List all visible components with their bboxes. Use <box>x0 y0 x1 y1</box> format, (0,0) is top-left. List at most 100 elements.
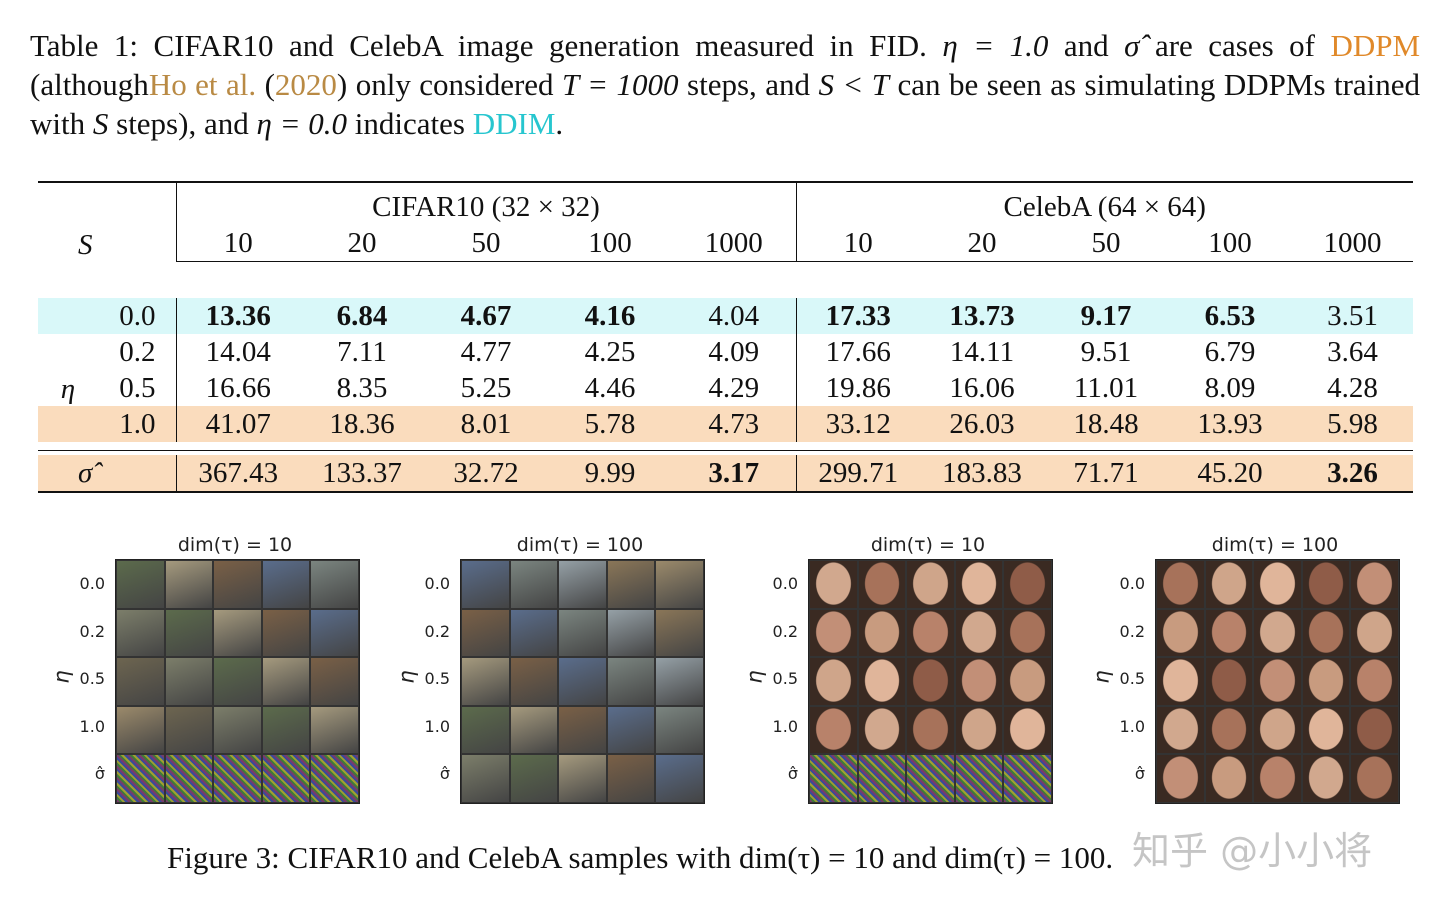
eta-value: 0.0 <box>98 298 176 334</box>
caption-end: . <box>555 106 564 141</box>
panel-row-label: 0.2 <box>1119 621 1145 641</box>
panel-row-label: 0.5 <box>1119 669 1145 688</box>
fid-row-sigma: σ̂ 367.43 133.37 32.72 9.99 3.17 299.71 183.83 7… <box>38 455 1413 493</box>
sample-image <box>461 657 510 706</box>
sample-grid <box>808 559 1053 804</box>
caption-steps2: steps), and <box>116 106 249 141</box>
panel-row-label: σ̂ <box>94 764 105 783</box>
fid-cell: 6.79 <box>1204 335 1256 368</box>
sample-image <box>310 754 359 803</box>
sample-grid <box>1155 559 1400 804</box>
panel-row-label: 0.2 <box>79 621 105 641</box>
fid-cell: 4.25 <box>584 335 636 368</box>
fid-cell: 17.66 <box>795 334 920 370</box>
celeba-steps-10: 10 <box>795 225 920 262</box>
celeba-group-header: CelebA (64 × 64) <box>795 181 1413 225</box>
sample-image <box>213 608 262 658</box>
sample-panel: dim(τ) = 10 η 0.0 0.2 0.5 1.0 σ̂ <box>743 530 1053 810</box>
panel-title: dim(τ) = 100 <box>516 534 644 556</box>
sample-image <box>310 705 359 755</box>
fid-cell: 14.04 <box>175 334 300 370</box>
sample-image <box>461 608 510 658</box>
fid-cell: 4.04 <box>672 298 796 334</box>
panel-row-label: 1.0 <box>1119 716 1145 736</box>
fid-cell: 6.84 <box>300 298 424 334</box>
sample-image <box>461 705 510 755</box>
fid-cell: 16.06 <box>949 371 1015 404</box>
fid-cell: 4.73 <box>672 406 796 442</box>
sample-image <box>809 705 858 755</box>
sample-image <box>954 560 1004 609</box>
caption-sigma: σ̂ <box>1124 28 1140 63</box>
sample-image <box>461 560 510 609</box>
sample-image <box>655 560 704 609</box>
sample-image <box>509 754 559 803</box>
sample-image <box>509 608 559 658</box>
panel-row-label: 1.0 <box>424 716 450 736</box>
sample-image <box>954 754 1004 803</box>
fid-table: S CIFAR10 (32 × 32) CelebA (64 × 64) 10 2… <box>38 181 1413 493</box>
fid-cell: 183.83 <box>920 455 1044 493</box>
fid-cell: 3.26 <box>1292 455 1413 493</box>
s-header: S <box>38 181 176 262</box>
ddpm-link[interactable]: DDPM <box>1330 28 1421 63</box>
sample-panel: dim(τ) = 10 η 0.0 0.2 0.5 1.0 σ̂ <box>50 530 360 810</box>
sample-image <box>1204 657 1254 706</box>
sample-image <box>261 657 311 706</box>
caption-eta0: η = 0.0 <box>256 106 348 141</box>
sample-image <box>1253 608 1302 658</box>
panel-row-label: σ̂ <box>787 764 798 783</box>
fid-cell: 41.07 <box>175 406 300 442</box>
sample-image <box>1003 657 1052 706</box>
celeba-steps-50: 50 <box>1044 225 1168 262</box>
eta-value: 0.5 <box>119 371 156 404</box>
fid-row-eta-1.0: 1.0 41.07 18.36 8.01 5.78 4.73 33.12 26.03 18.48… <box>38 406 1413 442</box>
sample-image <box>310 608 359 658</box>
sample-image <box>906 705 955 755</box>
fid-cell: 3.51 <box>1292 298 1413 334</box>
sample-image <box>1301 608 1351 658</box>
sample-image <box>261 754 311 803</box>
sample-image <box>954 608 1004 658</box>
panel-row-label: 1.0 <box>772 716 798 736</box>
cifar-steps-10: 10 <box>175 225 300 262</box>
eta-value: 1.0 <box>98 406 176 442</box>
sample-image <box>558 560 607 609</box>
citation-year-link[interactable]: 2020 <box>274 67 337 102</box>
sample-image <box>1156 705 1205 755</box>
citation-ho-link[interactable]: Ho et al. <box>148 67 257 102</box>
fid-cell: 367.43 <box>175 455 300 493</box>
fid-cell: 71.71 <box>1044 455 1168 493</box>
panel-row-label: 0.2 <box>772 621 798 641</box>
sample-image <box>164 705 214 755</box>
sample-image <box>310 560 359 609</box>
fid-cell: 33.12 <box>795 406 920 442</box>
sample-image <box>213 657 262 706</box>
fid-cell: 4.29 <box>708 371 760 404</box>
fid-cell: 5.98 <box>1292 406 1413 442</box>
sample-image <box>1301 705 1351 755</box>
caption-only: ) only considered <box>336 67 554 102</box>
panel-row-label: 0.0 <box>424 574 450 593</box>
panel-title: dim(τ) = 100 <box>1211 534 1339 556</box>
fid-cell: 5.25 <box>460 371 512 404</box>
fid-cell: 4.09 <box>708 335 760 368</box>
sample-image <box>655 608 704 658</box>
sample-image <box>1253 560 1302 609</box>
fid-row-eta-0.0: 0.0 13.36 6.84 4.67 4.16 4.04 17.33 13.73 9.17 6.… <box>38 298 1413 334</box>
caption-steps: steps, and <box>687 67 810 102</box>
sample-image <box>164 657 214 706</box>
ddim-link[interactable]: DDIM <box>472 106 556 141</box>
row-pad <box>38 298 98 334</box>
eta-value: 0.2 <box>119 335 156 368</box>
sample-image <box>1204 608 1254 658</box>
table-caption: Table 1: CIFAR10 and CelebA image genera… <box>30 28 1421 141</box>
fid-cell: 4.16 <box>548 298 672 334</box>
sample-image <box>906 657 955 706</box>
sample-image <box>857 608 907 658</box>
sample-image <box>558 705 607 755</box>
sample-image <box>1350 705 1399 755</box>
fid-cell: 13.73 <box>920 298 1044 334</box>
panel-row-label: 0.5 <box>772 669 798 688</box>
caption-prefix: Table 1: <box>30 28 139 63</box>
